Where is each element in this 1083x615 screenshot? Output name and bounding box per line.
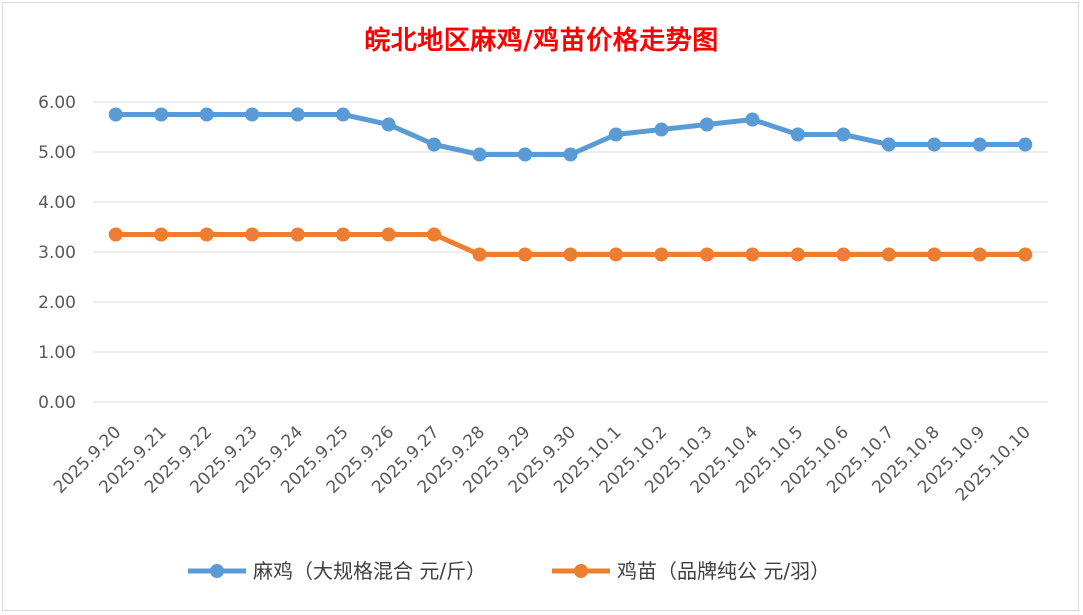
- data-point-0-16: [836, 127, 851, 142]
- chart-title: 皖北地区麻鸡/鸡苗价格走势图: [364, 26, 719, 56]
- data-point-1-2: [199, 227, 214, 242]
- y-tick-label: 5.00: [38, 143, 76, 163]
- data-point-0-14: [745, 112, 760, 127]
- data-point-1-18: [927, 247, 942, 262]
- data-point-0-15: [790, 127, 805, 142]
- y-tick-label: 0.00: [38, 393, 76, 413]
- data-point-1-4: [290, 227, 305, 242]
- data-point-1-7: [427, 227, 442, 242]
- data-point-0-18: [927, 137, 942, 152]
- data-point-0-12: [654, 122, 669, 137]
- legend-swatch-marker-0: [210, 564, 224, 578]
- data-point-0-2: [199, 107, 214, 122]
- data-point-1-6: [381, 227, 396, 242]
- data-point-1-11: [608, 247, 623, 262]
- y-tick-label: 4.00: [38, 193, 76, 213]
- legend: 麻鸡（大规格混合 元/斤） 鸡苗（品牌纯公 元/羽）: [188, 559, 830, 583]
- data-point-1-3: [245, 227, 260, 242]
- data-point-0-1: [154, 107, 169, 122]
- data-point-0-9: [518, 147, 533, 162]
- data-point-0-17: [881, 137, 896, 152]
- y-tick-label: 1.00: [38, 343, 76, 363]
- y-tick-label: 3.00: [38, 243, 76, 263]
- x-axis-ticks: 2025.9.202025.9.212025.9.222025.9.232025…: [50, 422, 1035, 505]
- data-point-0-0: [108, 107, 123, 122]
- data-point-0-13: [699, 117, 714, 132]
- legend-swatch-marker-1: [574, 564, 588, 578]
- data-point-0-10: [563, 147, 578, 162]
- data-point-1-20: [1018, 247, 1033, 262]
- data-point-1-13: [699, 247, 714, 262]
- data-point-1-19: [972, 247, 987, 262]
- data-point-1-12: [654, 247, 669, 262]
- data-point-0-20: [1018, 137, 1033, 152]
- data-point-1-8: [472, 247, 487, 262]
- legend-label-1: 鸡苗（品牌纯公 元/羽）: [617, 559, 830, 583]
- data-point-0-4: [290, 107, 305, 122]
- y-axis-ticks: 0.00 1.00 2.00 3.00 4.00 5.00 6.00: [38, 93, 76, 413]
- data-point-1-17: [881, 247, 896, 262]
- data-point-1-16: [836, 247, 851, 262]
- data-point-1-14: [745, 247, 760, 262]
- data-point-0-5: [336, 107, 351, 122]
- data-point-0-11: [608, 127, 623, 142]
- data-point-1-5: [336, 227, 351, 242]
- legend-label-0: 麻鸡（大规格混合 元/斤）: [253, 559, 486, 583]
- data-point-0-6: [381, 117, 396, 132]
- data-point-0-7: [427, 137, 442, 152]
- data-point-0-8: [472, 147, 487, 162]
- data-point-1-1: [154, 227, 169, 242]
- data-point-1-10: [563, 247, 578, 262]
- y-tick-label: 6.00: [38, 93, 76, 113]
- data-point-0-3: [245, 107, 260, 122]
- data-point-1-15: [790, 247, 805, 262]
- y-tick-label: 2.00: [38, 293, 76, 313]
- data-point-0-19: [972, 137, 987, 152]
- data-point-1-9: [518, 247, 533, 262]
- series-group: [108, 107, 1033, 262]
- data-point-1-0: [108, 227, 123, 242]
